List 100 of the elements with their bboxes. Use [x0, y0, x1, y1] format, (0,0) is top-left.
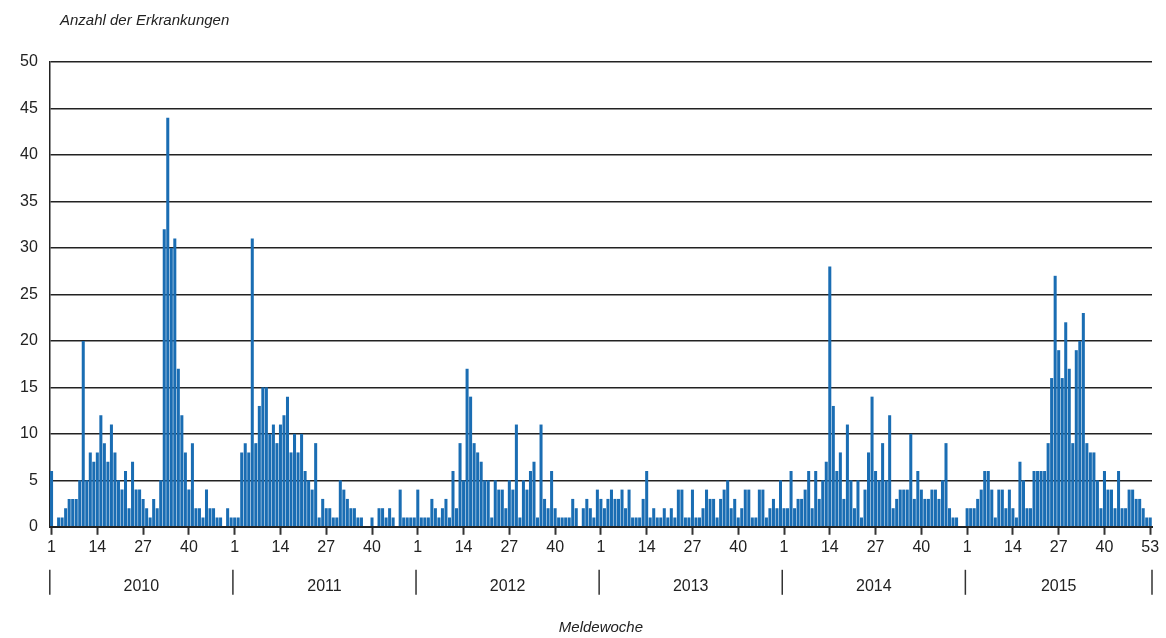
y-tick-label: 20	[20, 331, 38, 349]
bar	[902, 489, 906, 526]
y-tick-label: 10	[20, 424, 38, 442]
x-tick-label: 40	[363, 537, 382, 555]
y-tick-label: 30	[20, 238, 38, 256]
bar	[761, 489, 765, 526]
bar	[514, 424, 518, 526]
bar	[67, 498, 71, 526]
bar	[726, 480, 730, 526]
bar	[261, 387, 265, 526]
bar	[986, 471, 990, 526]
bar	[250, 238, 254, 526]
bar	[828, 266, 832, 526]
bar	[1007, 489, 1011, 526]
bar	[1081, 312, 1085, 526]
bar	[465, 368, 469, 526]
bar	[909, 433, 913, 526]
bar	[338, 480, 342, 526]
bar	[969, 508, 973, 526]
bar	[669, 508, 673, 526]
y-axis-title: Anzahl der Erkrankungen	[59, 11, 230, 28]
bar	[57, 517, 61, 526]
bar	[1131, 489, 1135, 526]
bar	[933, 489, 937, 526]
bar	[645, 471, 649, 526]
bar	[634, 517, 638, 526]
bar	[50, 471, 54, 526]
x-tick-label: 14	[1004, 537, 1022, 555]
bar	[398, 489, 402, 526]
bar	[789, 471, 793, 526]
bar	[997, 489, 1001, 526]
bar	[204, 489, 209, 526]
bar	[845, 424, 849, 526]
bar	[152, 498, 156, 526]
bar	[930, 489, 934, 526]
bar	[856, 480, 860, 526]
bar	[226, 508, 230, 526]
bar	[300, 433, 304, 526]
bar	[1053, 275, 1057, 526]
x-tick-label: 27	[866, 537, 885, 555]
bar	[778, 480, 783, 526]
text: 2014	[856, 576, 892, 594]
bar	[233, 517, 237, 526]
bar	[1092, 452, 1096, 526]
bar	[138, 489, 142, 526]
bar	[271, 424, 275, 526]
bar	[81, 340, 85, 526]
bar	[264, 387, 268, 526]
bar	[585, 498, 589, 526]
bar	[423, 517, 427, 526]
bar	[388, 508, 392, 526]
bar	[507, 480, 511, 526]
bar	[955, 517, 959, 526]
bar	[881, 443, 885, 526]
y-tick-label: 5	[28, 470, 38, 488]
bar	[916, 471, 920, 526]
bar	[243, 443, 247, 526]
bar	[131, 461, 135, 526]
text: 2013	[672, 576, 709, 594]
bar	[486, 480, 490, 526]
bar	[109, 424, 113, 526]
bar	[212, 508, 216, 526]
bar	[285, 396, 290, 526]
bar	[123, 471, 128, 526]
x-axis-title: Meldewoche	[558, 618, 644, 635]
x-tick-label: 40	[729, 537, 748, 555]
x-tick-label: 1	[413, 537, 423, 555]
bar	[493, 480, 497, 526]
bar	[1036, 471, 1040, 526]
x-tick-label: 27	[134, 537, 153, 555]
bar	[807, 471, 811, 526]
bar	[409, 517, 413, 526]
bar	[444, 498, 448, 526]
y-tick-label: 50	[20, 52, 38, 70]
y-tick-label: 25	[20, 284, 38, 302]
y-tick-label: 0	[28, 517, 38, 535]
bar	[870, 396, 874, 526]
text: 2011	[307, 576, 342, 594]
bar	[1018, 461, 1022, 526]
bar	[898, 489, 902, 526]
bar	[166, 117, 170, 526]
bar	[733, 498, 737, 526]
x-tick-label: 14	[271, 537, 290, 555]
x-tick-label: 40	[179, 537, 198, 555]
x-tick-label: 53	[1141, 537, 1160, 555]
bar	[532, 461, 536, 526]
bar	[1138, 498, 1142, 526]
bar	[757, 489, 761, 526]
bar	[1117, 471, 1121, 526]
bar	[965, 508, 969, 526]
bar	[983, 471, 987, 526]
bar	[838, 452, 842, 526]
text: 2015	[1040, 576, 1077, 594]
x-tick-label: 27	[1049, 537, 1068, 555]
x-tick-label: 1	[779, 537, 789, 555]
bar	[539, 424, 543, 526]
x-tick-label: 1	[596, 537, 606, 555]
bar	[676, 489, 680, 526]
bar	[627, 489, 631, 526]
bar	[564, 517, 568, 526]
